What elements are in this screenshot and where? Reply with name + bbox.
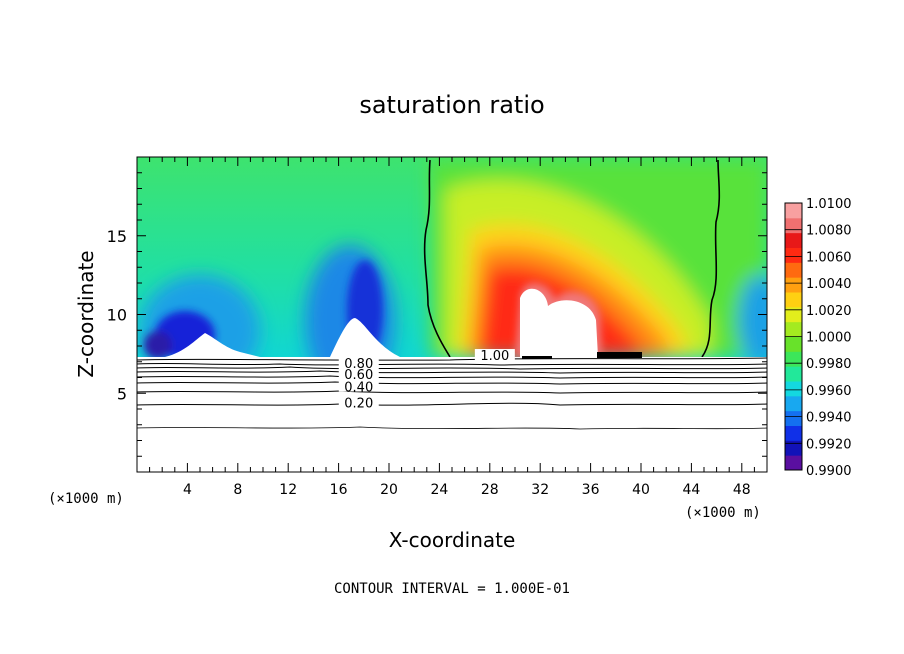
contour-segment bbox=[522, 356, 552, 359]
colorbar-swatch bbox=[785, 455, 802, 471]
x-unit-left: (×1000 m) bbox=[48, 491, 124, 507]
colorbar-swatch bbox=[785, 321, 802, 337]
colorbar-label: 1.0040 bbox=[806, 277, 852, 292]
y-tick-label: 5 bbox=[117, 384, 127, 403]
contour-labels: 0.800.600.400.201.00 bbox=[338, 349, 515, 411]
colorbar-swatch bbox=[785, 425, 802, 441]
colorbar-swatch bbox=[785, 262, 802, 278]
x-axis: 4 8 12 16 20 24 28 32 36 40 44 48 bbox=[149, 157, 755, 498]
contour-label: 0.40 bbox=[344, 381, 373, 396]
contour-lines bbox=[136, 357, 768, 430]
contour-label-bg bbox=[338, 380, 379, 392]
colorbar-swatch bbox=[785, 247, 802, 263]
x-tick-label: 28 bbox=[481, 482, 499, 498]
colorbar-label: 1.0000 bbox=[806, 331, 852, 346]
x-tick-label: 8 bbox=[233, 482, 242, 498]
colorbar-swatch bbox=[785, 292, 802, 308]
colorbar-label: 0.9980 bbox=[806, 357, 852, 372]
colorbar-swatch bbox=[785, 336, 802, 352]
y-tick-label: 10 bbox=[107, 306, 127, 325]
colorbar-label: 0.9940 bbox=[806, 411, 852, 426]
colorbar-label: 1.0060 bbox=[806, 250, 852, 265]
colorbar-label: 1.0020 bbox=[806, 304, 852, 319]
y-tick-label: 15 bbox=[107, 227, 127, 246]
contour-label: 1.00 bbox=[480, 349, 509, 364]
colorbar: 1.0100 1.0080 1.0060 1.0040 1.0020 1.0000 0.99… bbox=[784, 197, 852, 479]
colorbar-swatch bbox=[785, 203, 802, 219]
x-unit-right: (×1000 m) bbox=[685, 505, 761, 521]
contour-interval-note: CONTOUR INTERVAL = 1.000E-01 bbox=[334, 581, 570, 597]
colorbar-label: 1.0080 bbox=[806, 224, 852, 239]
contour-label-bg bbox=[338, 396, 379, 408]
x-tick-label: 36 bbox=[582, 482, 600, 498]
y-axis-label: Z-coordinate bbox=[74, 250, 98, 377]
colorbar-swatch bbox=[785, 351, 802, 367]
x-tick-label: 12 bbox=[279, 482, 297, 498]
x-tick-label: 32 bbox=[531, 482, 549, 498]
colorbar-swatch bbox=[785, 232, 802, 248]
colorbar-swatch bbox=[785, 381, 802, 397]
contour-segment bbox=[597, 352, 642, 358]
x-tick-label: 16 bbox=[330, 482, 348, 498]
contour-label-bg bbox=[474, 349, 515, 361]
colorbar-label: 0.9900 bbox=[806, 464, 852, 479]
x-axis-label: X-coordinate bbox=[389, 528, 516, 552]
colorbar-swatch bbox=[785, 306, 802, 323]
contour-label-bg bbox=[338, 367, 379, 379]
x-tick-label: 48 bbox=[733, 482, 751, 498]
colorbar-label: 1.0100 bbox=[806, 197, 852, 212]
x-tick-label: 44 bbox=[682, 482, 700, 498]
contour-label: 0.60 bbox=[344, 368, 373, 383]
contour-label-bg bbox=[338, 356, 379, 368]
colorbar-swatch bbox=[785, 395, 802, 412]
colorbar-swatch bbox=[785, 410, 802, 426]
colorbar-swatch bbox=[785, 217, 802, 234]
y-axis: 5 10 15 bbox=[107, 172, 767, 457]
x-tick-label: 24 bbox=[430, 482, 448, 498]
contour-label: 0.20 bbox=[344, 396, 373, 411]
heatmap-field bbox=[137, 157, 767, 357]
colorbar-swatch bbox=[785, 366, 802, 382]
colorbar-swatch bbox=[785, 277, 802, 293]
colorbar-label: 0.9960 bbox=[806, 384, 852, 399]
chart-title: saturation ratio bbox=[359, 91, 544, 119]
colorbar-swatch bbox=[785, 440, 802, 456]
x-tick-label: 4 bbox=[183, 482, 192, 498]
colorbar-label: 0.9920 bbox=[806, 437, 852, 452]
x-tick-label: 20 bbox=[380, 482, 398, 498]
x-tick-label: 40 bbox=[632, 482, 650, 498]
